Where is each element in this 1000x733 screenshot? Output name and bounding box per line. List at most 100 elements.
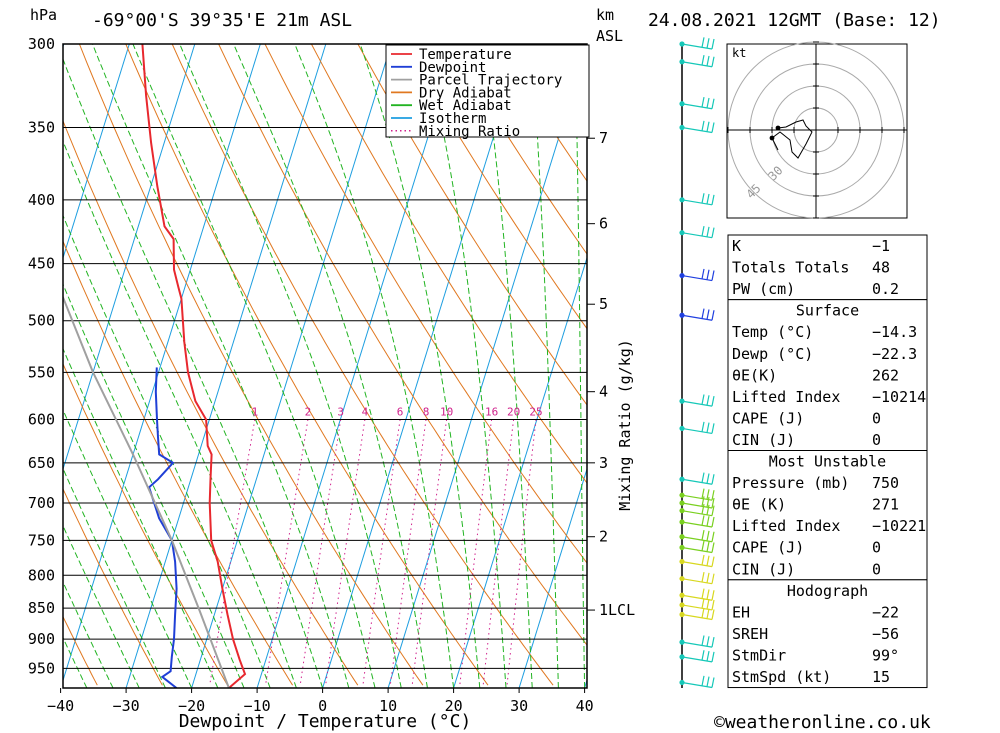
wind-barb-feather (711, 516, 715, 528)
pressure-tick-label: 550 (28, 363, 55, 381)
dry-adiabat-line (357, 44, 587, 406)
hodograph-trace (771, 119, 813, 159)
wind-barb (679, 394, 715, 407)
mixing-ratio-axis-title: Mixing Ratio (g/kg) (616, 339, 634, 511)
mixing-ratio-line (389, 419, 427, 686)
hodograph-frame (726, 43, 908, 219)
wind-barb-feather (701, 650, 705, 661)
wind-barb-feather (701, 496, 705, 507)
dry-adiabat-line (218, 44, 587, 646)
pressure-tick-label: 900 (28, 630, 55, 648)
wind-barb-feather (701, 421, 705, 432)
wet-adiabat-line (63, 214, 271, 688)
indices-section-header: Surface (796, 302, 859, 320)
wind-barb-column (679, 37, 715, 689)
location-title: -69°00'S 39°35'E 21m ASL (92, 10, 352, 31)
wet-adiabat-line (63, 524, 140, 688)
wind-barb-feather (701, 598, 705, 609)
mixing-ratio-line (209, 419, 256, 686)
wind-barb (679, 120, 715, 134)
wind-barb (679, 37, 715, 50)
dry-adiabat-line (264, 44, 587, 564)
wind-barb (679, 554, 715, 568)
wet-adiabat-line (359, 44, 481, 688)
pressure-tick-label: 850 (28, 599, 55, 617)
dry-adiabat-line (78, 44, 424, 686)
wind-barb-feather (711, 599, 715, 611)
wet-adiabat-line (63, 57, 324, 688)
x-tick-label: −10 (244, 697, 271, 715)
wind-barb (679, 650, 715, 663)
wind-barb-feather (711, 590, 715, 601)
x-tick-label: −30 (113, 697, 140, 715)
wind-barb-feather (706, 309, 710, 320)
wind-barb (679, 496, 715, 509)
indices-value: 0 (872, 560, 881, 578)
isotherm-line (191, 44, 392, 688)
wind-barb-feather (711, 677, 715, 688)
pressure-tick-label: 450 (28, 255, 55, 273)
wind-barb (679, 55, 715, 68)
wind-barb (679, 530, 715, 543)
dry-adiabat-line (63, 119, 359, 686)
wind-barb-feather (701, 55, 705, 66)
indices-group (727, 299, 928, 451)
height-tick-label: 2 (599, 528, 608, 546)
wind-barb-feather (701, 635, 705, 646)
mixing-ratio-label: 20 (507, 406, 520, 419)
wind-barb-feather (711, 651, 715, 662)
mixing-ratio-label: 4 (362, 406, 369, 419)
wind-barb-feather (711, 573, 715, 584)
wind-barb-feather (711, 556, 715, 567)
mixing-ratio-line (506, 419, 537, 686)
wind-barb (679, 193, 715, 206)
indices-group (727, 579, 928, 689)
wind-barb-feather (701, 225, 705, 237)
wind-barb-feather (706, 193, 710, 205)
indices-label: Lifted Index (732, 388, 840, 406)
wind-barb-feather (711, 395, 715, 407)
hodograph-point (769, 135, 775, 141)
indices-value: 99° (872, 646, 899, 664)
wind-barb-feather (701, 193, 705, 204)
wind-barb-feather (706, 516, 710, 527)
wind-barb (679, 588, 715, 601)
wind-barb-dot (679, 197, 685, 203)
wet-adiabat-line (63, 581, 114, 688)
x-tick-label: 20 (445, 697, 463, 715)
indices-label: StmDir (732, 646, 786, 664)
wind-barb-feather (701, 394, 705, 405)
dry-adiabat-line (63, 487, 163, 686)
wind-barb (679, 225, 715, 239)
dry-adiabat-line (310, 44, 587, 484)
x-tick-label: 30 (510, 697, 528, 715)
wind-barb-feather (701, 308, 705, 319)
indices-label: CIN (J) (732, 560, 795, 578)
wet-adiabat-line (63, 282, 245, 688)
wind-barb-feather (706, 473, 710, 484)
wind-barb (679, 675, 715, 689)
x-tick-label: 0 (318, 697, 327, 715)
legend-label: Wet Adiabat (419, 98, 512, 114)
wind-barb (679, 421, 715, 435)
wind-barb-feather (701, 515, 705, 526)
wind-barb-feather (706, 121, 710, 132)
wind-barb-feather (706, 555, 710, 566)
indices-value: −22.3 (872, 345, 917, 363)
pressure-unit-label: hPa (30, 6, 57, 24)
height-tick-label: 7 (599, 129, 608, 147)
wind-barb (679, 268, 715, 282)
wind-barb-feather (711, 56, 715, 67)
isotherm-line (63, 44, 196, 471)
wind-barb-feather (706, 608, 710, 619)
wet-adiabat-line (481, 44, 533, 688)
wind-barb-feather (706, 422, 710, 433)
wet-adiabat-line (92, 44, 350, 688)
profile-lines (63, 44, 247, 688)
isotherm-line (453, 256, 587, 688)
wind-barb-feather (701, 588, 705, 599)
indices-label: K (732, 237, 741, 255)
mixing-ratio-line (482, 419, 515, 686)
